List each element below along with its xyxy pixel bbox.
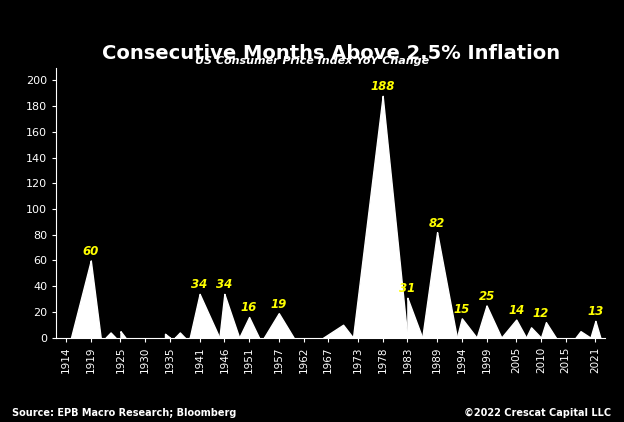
Text: 15: 15 xyxy=(454,303,470,316)
Text: ©2022 Crescat Capital LLC: ©2022 Crescat Capital LLC xyxy=(464,408,612,418)
Title: Consecutive Months Above 2.5% Inflation: Consecutive Months Above 2.5% Inflation xyxy=(102,44,560,63)
Text: 34: 34 xyxy=(192,278,208,291)
Text: 19: 19 xyxy=(271,298,287,311)
Text: 188: 188 xyxy=(371,80,395,93)
Text: Source: EPB Macro Research; Bloomberg: Source: EPB Macro Research; Bloomberg xyxy=(12,408,237,418)
Text: 12: 12 xyxy=(533,307,549,319)
Text: 31: 31 xyxy=(399,282,416,295)
Text: 82: 82 xyxy=(429,216,445,230)
Text: 25: 25 xyxy=(479,290,495,303)
Text: 16: 16 xyxy=(241,301,257,314)
Text: 34: 34 xyxy=(217,278,233,291)
Text: 13: 13 xyxy=(587,305,603,318)
Text: 60: 60 xyxy=(82,245,99,258)
Text: US Consumer Price Index YoY Change: US Consumer Price Index YoY Change xyxy=(195,56,429,66)
Text: 14: 14 xyxy=(508,304,524,317)
